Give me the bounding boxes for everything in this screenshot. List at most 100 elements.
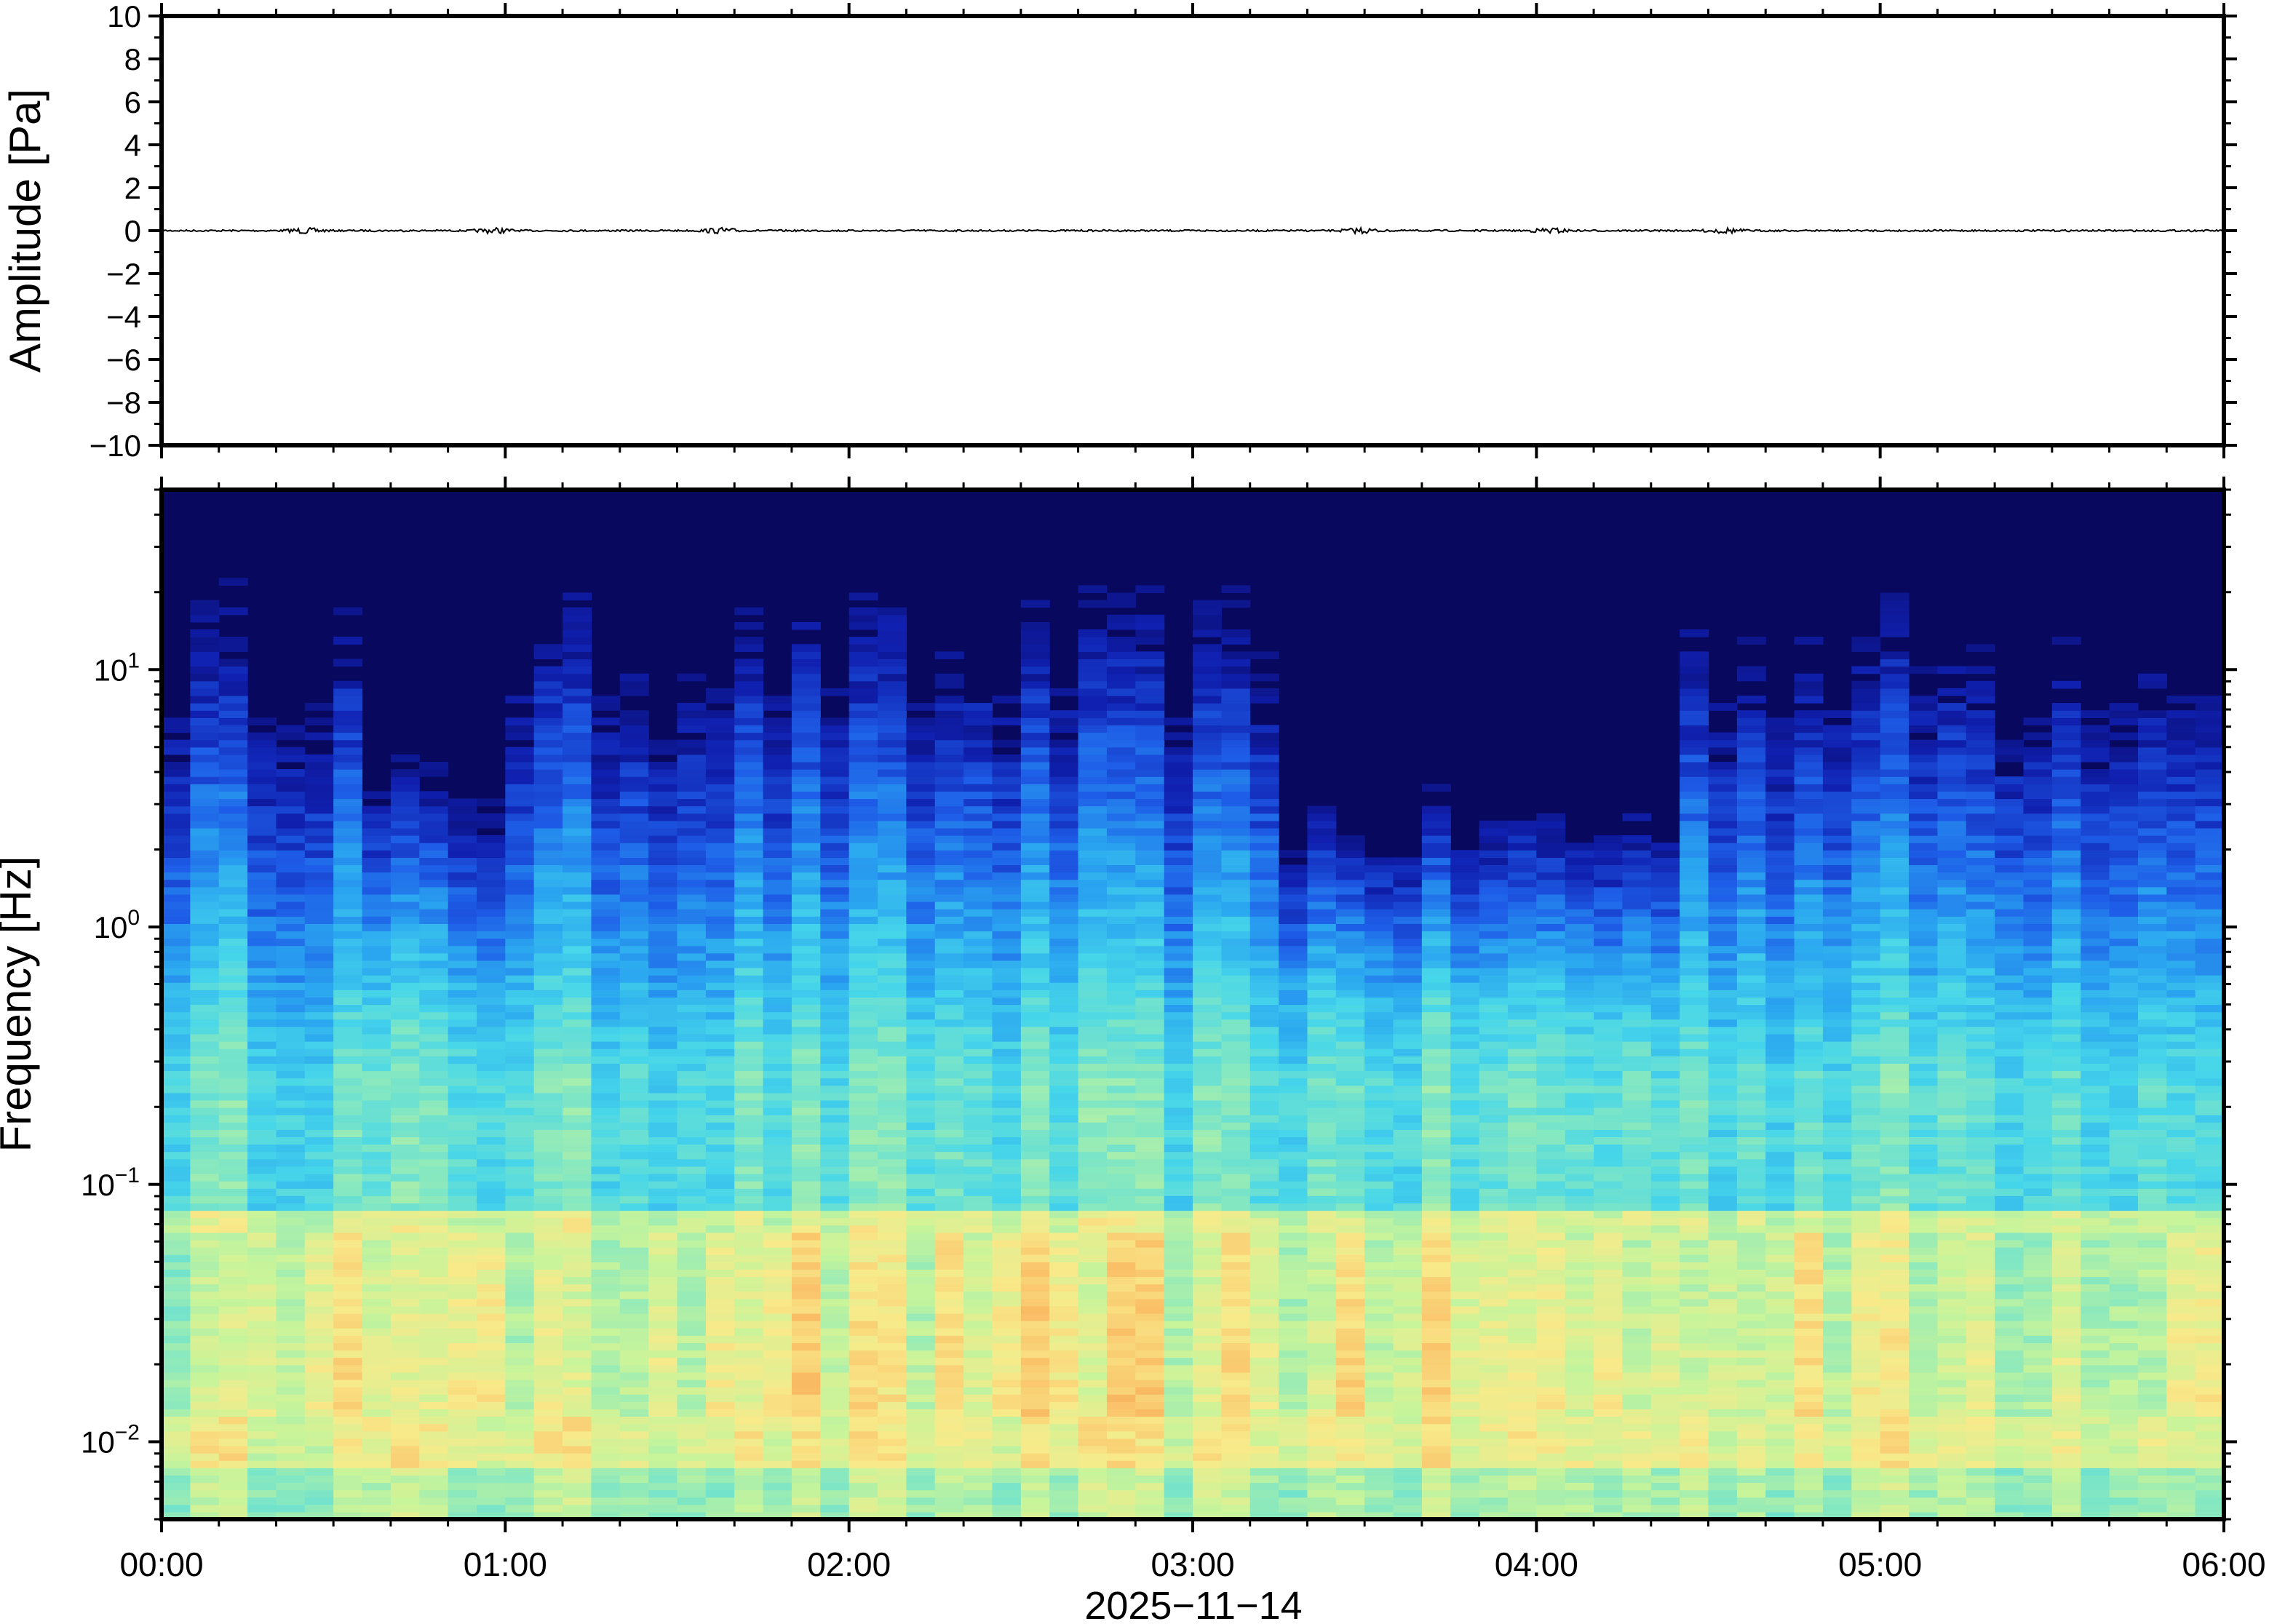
spectrogram-cell (1393, 1276, 1423, 1285)
spectrogram-cell (1307, 1262, 1337, 1270)
spectrogram-cell (791, 658, 821, 667)
spectrogram-cell (849, 1181, 878, 1189)
spectrogram-cell (333, 805, 363, 814)
spectrogram-cell (906, 1158, 936, 1167)
spectrogram-cell (333, 717, 363, 726)
spectrogram-cell (1049, 1372, 1079, 1380)
spectrogram-cell (591, 1328, 621, 1336)
spectrogram-cell (1279, 1453, 1308, 1461)
spectrogram-cell (1106, 637, 1136, 645)
spectrogram-cell (1307, 945, 1337, 954)
spectrogram-cell (1078, 1291, 1108, 1299)
spectrogram-cell (849, 1254, 878, 1262)
spectrogram-cell (591, 1291, 621, 1299)
spectrogram-cell (476, 1026, 506, 1035)
spectrogram-cell (1335, 1291, 1365, 1299)
spectrogram-cell (563, 1387, 592, 1395)
spectrogram-cell (849, 850, 878, 858)
spectrogram-cell (505, 938, 535, 947)
spectrogram-cell (791, 1033, 821, 1042)
spectrogram-cell (448, 952, 477, 961)
spectrogram-cell (162, 843, 191, 851)
spectrogram-cell (619, 952, 649, 961)
spectrogram-cell (791, 1291, 821, 1299)
spectrogram-cell (533, 1048, 563, 1056)
spectrogram-cell (1049, 1232, 1079, 1241)
spectrogram-cell (247, 843, 277, 851)
spectrogram-cell (791, 1137, 821, 1145)
spectrogram-cell (1164, 843, 1193, 851)
spectrogram-cell (333, 710, 363, 718)
spectrogram-cell (419, 1482, 449, 1491)
spectrogram-cell (1106, 1453, 1136, 1461)
spectrogram-cell (1249, 1401, 1279, 1409)
spectrogram-cell (1221, 1262, 1251, 1270)
spectrogram-cell (247, 1188, 277, 1196)
spectrogram-cell (505, 1122, 535, 1130)
spectrogram-cell (677, 879, 707, 888)
spectrogram-cell (963, 1328, 993, 1336)
spectrogram-cell (333, 1195, 363, 1203)
spectrogram-cell (1279, 1276, 1308, 1285)
spectrogram-cell (362, 1357, 392, 1366)
spectrogram-cell (563, 1225, 592, 1233)
spectrogram-cell (533, 1482, 563, 1491)
spectrogram-cell (247, 1166, 277, 1174)
spectrogram-cell (190, 1004, 220, 1013)
spectrogram-cell (1164, 1423, 1193, 1432)
spectrogram-cell (218, 1511, 248, 1519)
spectrogram-cell (849, 1482, 878, 1491)
spectrogram-cell (563, 1328, 592, 1336)
spectrogram-cell (448, 1379, 477, 1388)
spectrogram-cell (419, 850, 449, 858)
spectrogram-cell (849, 923, 878, 932)
spectrogram-cell (734, 717, 764, 726)
spectrogram-cell (190, 1379, 220, 1388)
spectrogram-cell (591, 1504, 621, 1513)
spectrogram-cell (591, 1004, 621, 1013)
spectrogram-cell (162, 1129, 191, 1138)
spectrogram-cell (1393, 1305, 1423, 1314)
spectrogram-cell (934, 1445, 964, 1454)
spectrogram-cell (563, 592, 592, 601)
spectrogram-cell (677, 1019, 707, 1027)
spectrogram-cell (533, 1151, 563, 1160)
spectrogram-cell (304, 1078, 334, 1086)
spectrogram-cell (476, 1085, 506, 1094)
spectrogram-cell (533, 761, 563, 770)
spectrogram-cell (934, 879, 964, 888)
spectrogram-cell (591, 1475, 621, 1484)
spectrogram-cell (563, 1203, 592, 1211)
spectrogram-cell (563, 1115, 592, 1123)
spectrogram-cell (419, 1438, 449, 1446)
spectrogram-cell (705, 1033, 735, 1042)
spectrogram-cell (791, 1122, 821, 1130)
spectrogram-cell (1393, 1122, 1423, 1130)
spectrogram-cell (878, 1283, 907, 1292)
spectrogram-cell (190, 732, 220, 741)
spectrogram-cell (878, 776, 907, 784)
spectrogram-cell (333, 1430, 363, 1439)
spectrogram-cell (218, 827, 248, 836)
spectrogram-cell (1164, 864, 1193, 873)
spectrogram-cell (906, 754, 936, 763)
spectrogram-cell (1193, 1203, 1222, 1211)
spectrogram-cell (563, 1048, 592, 1056)
amplitude-tick-label: 10 (107, 0, 141, 33)
spectrogram-cell (218, 872, 248, 880)
spectrogram-cell (1078, 1247, 1108, 1255)
spectrogram-cell (533, 893, 563, 902)
spectrogram-cell (1193, 960, 1222, 968)
spectrogram-cell (906, 1468, 936, 1476)
spectrogram-cell (505, 1217, 535, 1226)
spectrogram-cell (563, 982, 592, 990)
spectrogram-cell (648, 1350, 678, 1358)
spectrogram-cell (533, 1056, 563, 1064)
spectrogram-cell (906, 1291, 936, 1299)
spectrogram-cell (1020, 1445, 1050, 1454)
spectrogram-cell (878, 1225, 907, 1233)
spectrogram-cell (1164, 1468, 1193, 1476)
spectrogram-cell (992, 776, 1022, 784)
spectrogram-cell (763, 1276, 792, 1285)
spectrogram-cell (1106, 680, 1136, 689)
